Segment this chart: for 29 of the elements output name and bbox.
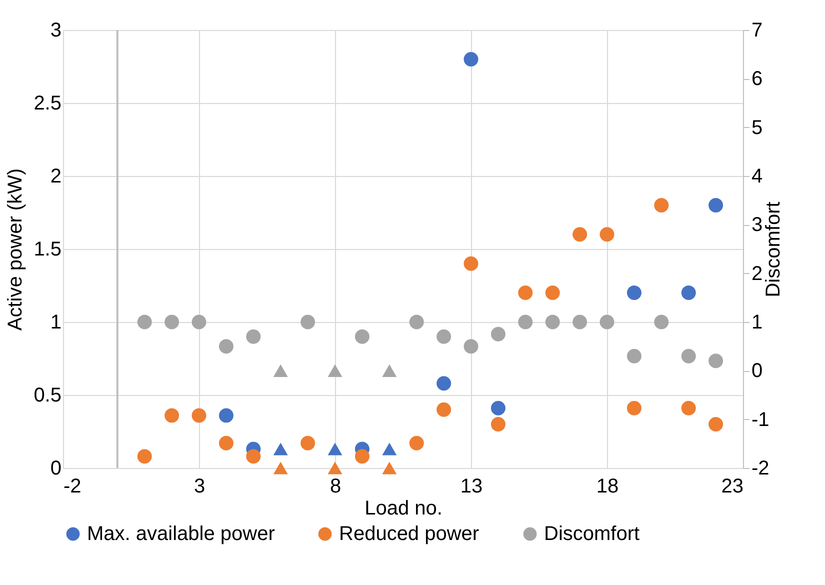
- y2-tick-label: 7: [752, 20, 763, 42]
- x-tick-label: 13: [460, 476, 483, 498]
- x-tick-label: -2: [64, 476, 82, 498]
- x-tick-label: 23: [721, 476, 744, 498]
- y2-tick-label: 0: [752, 360, 763, 382]
- y2-tick-label: -2: [752, 458, 770, 480]
- y-tick-label: 2.5: [34, 92, 62, 114]
- x-tick-label: 8: [330, 476, 342, 498]
- y2-tick-label: 4: [752, 166, 763, 188]
- y-axis-title: Active power (kW): [4, 168, 27, 331]
- y2-tick-label: 1: [752, 312, 763, 334]
- y-tick-label: 0: [50, 458, 62, 480]
- y2-tick-label: 5: [752, 116, 763, 139]
- legend-label: Discomfort: [544, 523, 640, 545]
- y-tick-label: 0.5: [34, 384, 62, 406]
- y-tick-label: 1.5: [34, 238, 62, 260]
- y2-axis-title: Discomfort: [762, 201, 784, 298]
- x-tick-label: 18: [596, 476, 619, 498]
- y2-tick-label: -1: [752, 408, 770, 431]
- x-axis-title: Load no.: [364, 498, 442, 520]
- y2-tick-label: 3: [752, 214, 763, 236]
- legend-label: Max. available power: [87, 523, 276, 545]
- y2-tick-label: 6: [752, 68, 763, 90]
- legend-label: Reduced power: [339, 523, 480, 545]
- x-tick-label: 3: [194, 476, 206, 498]
- y2-tick-label: 2: [752, 262, 763, 285]
- y-tick-label: 2: [50, 166, 62, 188]
- y-tick-label: 1: [50, 312, 62, 334]
- y-tick-label: 3: [50, 20, 62, 42]
